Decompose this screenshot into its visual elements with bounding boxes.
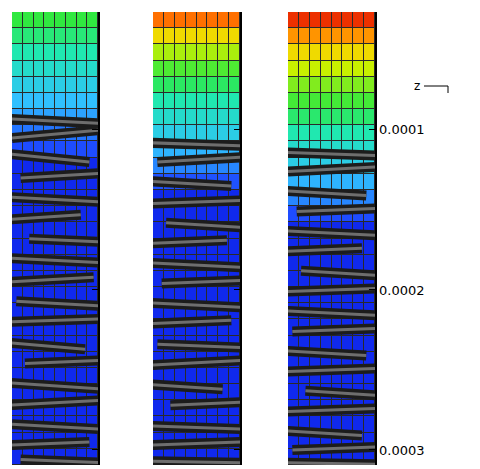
svg-text:z: z xyxy=(414,79,420,93)
svg-text:0.0002: 0.0002 xyxy=(379,282,425,297)
svg-text:0.0003: 0.0003 xyxy=(379,443,425,458)
svg-text:0.0001: 0.0001 xyxy=(379,122,425,137)
